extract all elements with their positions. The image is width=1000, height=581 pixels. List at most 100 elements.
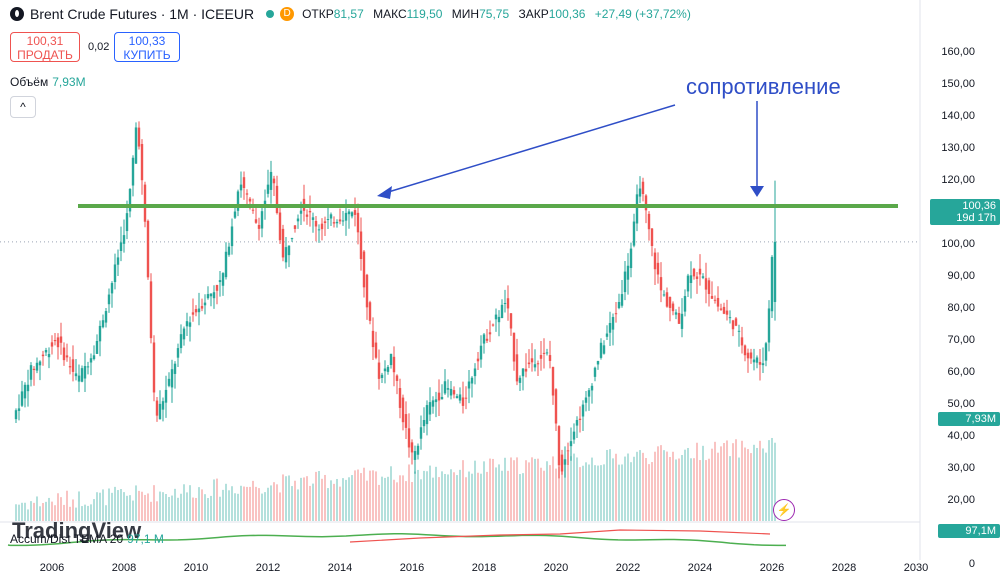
volume-bar <box>264 492 266 521</box>
volume-bar <box>360 473 362 521</box>
collapse-legend-button[interactable]: ^ <box>10 96 36 118</box>
accum-dist-legend[interactable]: Accum/Dist TEMA 20 97,1 M <box>10 532 164 546</box>
lightning-icon[interactable]: ⚡ <box>773 499 795 521</box>
candle-body <box>212 292 216 299</box>
candle-body <box>542 352 546 354</box>
y-tick-label: 60,00 <box>947 366 975 378</box>
candle-body <box>275 185 279 213</box>
annotation-arrow-left <box>384 104 676 194</box>
candle-body <box>701 276 705 278</box>
candle-body <box>62 347 66 361</box>
volume-bar <box>171 495 173 521</box>
delayed-badge[interactable]: D <box>280 7 295 21</box>
volume-bar <box>414 471 416 521</box>
volume-bar <box>198 487 200 521</box>
volume-bar <box>570 456 572 521</box>
x-tick-label: 2012 <box>256 562 280 574</box>
sell-button[interactable]: 100,31 ПРОДАТЬ <box>10 32 80 62</box>
volume-bar <box>582 465 584 521</box>
candle-body <box>128 188 132 212</box>
candle-body <box>503 303 507 305</box>
candle-body <box>314 220 318 227</box>
volume-bar <box>642 452 644 521</box>
volume-bar <box>555 468 557 521</box>
candle-body <box>656 262 660 275</box>
volume-bar <box>564 460 566 521</box>
candle-body <box>587 390 591 397</box>
volume-bar <box>507 470 509 521</box>
candle-body <box>419 427 423 439</box>
candle-body <box>488 332 492 335</box>
volume-bar <box>417 469 419 521</box>
volume-bar <box>510 457 512 521</box>
ohlc-readout: ОТКР81,57 МАКС119,50 МИН75,75 ЗАКР100,36… <box>302 7 697 21</box>
buy-button[interactable]: 100,33 КУПИТЬ <box>114 32 180 62</box>
volume-legend[interactable]: Объём 7,93M <box>10 75 86 89</box>
volume-bar <box>525 460 527 521</box>
volume-bar <box>729 456 731 521</box>
candle-body <box>479 345 483 360</box>
candle-body <box>113 264 117 283</box>
volume-bar <box>591 457 593 521</box>
candle-body <box>632 221 636 246</box>
volume-bar <box>81 506 83 521</box>
candle-body <box>743 345 747 356</box>
candle-body <box>674 312 678 315</box>
accum-dist-value: 97,1 M <box>127 532 164 546</box>
candle-body <box>392 356 396 373</box>
volume-bar <box>453 472 455 521</box>
volume-bar <box>411 482 413 521</box>
volume-bar <box>741 440 743 521</box>
volume-bar <box>63 504 65 521</box>
candle-body <box>521 368 525 377</box>
volume-bar <box>33 502 35 521</box>
candle-body <box>686 275 690 292</box>
candle-body <box>125 213 129 232</box>
volume-bar <box>429 465 431 521</box>
symbol-title[interactable]: Brent Crude Futures · 1М · ICEEUR <box>30 6 255 22</box>
candle-body <box>332 222 336 224</box>
volume-bar <box>468 471 470 521</box>
candle-body <box>452 390 456 395</box>
candle-body <box>635 194 639 224</box>
candle-body <box>215 284 219 291</box>
volume-bar <box>192 497 194 521</box>
volume-bar <box>690 458 692 521</box>
candle-body <box>17 408 21 411</box>
candle-body <box>242 177 246 188</box>
candle-body <box>290 238 294 240</box>
candle-body <box>614 313 618 315</box>
x-tick-label: 2010 <box>184 562 208 574</box>
candle-body <box>437 392 441 401</box>
volume-bar <box>201 489 203 521</box>
candle-body <box>764 343 768 361</box>
volume-bar <box>147 493 149 521</box>
volume-bar <box>189 485 191 521</box>
candle-body <box>500 304 504 319</box>
candle-body <box>296 218 300 222</box>
candle-body <box>605 333 609 337</box>
volume-bar <box>30 501 32 521</box>
candle-body <box>626 265 630 280</box>
volume-bar <box>651 462 653 521</box>
volume-bar <box>270 485 272 521</box>
candle-body <box>164 389 168 403</box>
candle-body <box>620 294 624 306</box>
candle-body <box>116 257 120 265</box>
candle-body <box>464 397 468 399</box>
resistance-annotation[interactable]: сопротивление <box>686 74 841 99</box>
candle-body <box>575 420 579 426</box>
candle-body <box>32 368 36 370</box>
volume-bar <box>480 473 482 521</box>
volume-bar <box>234 493 236 521</box>
x-tick-label: 2026 <box>760 562 784 574</box>
volume-bar <box>195 497 197 521</box>
volume-bar <box>711 448 713 521</box>
candle-body <box>650 228 654 246</box>
candle-body <box>530 358 534 363</box>
candle-body <box>668 296 672 308</box>
y-tick-label: 50,00 <box>947 398 975 410</box>
volume-bar <box>765 452 767 521</box>
volume-bar <box>594 465 596 521</box>
